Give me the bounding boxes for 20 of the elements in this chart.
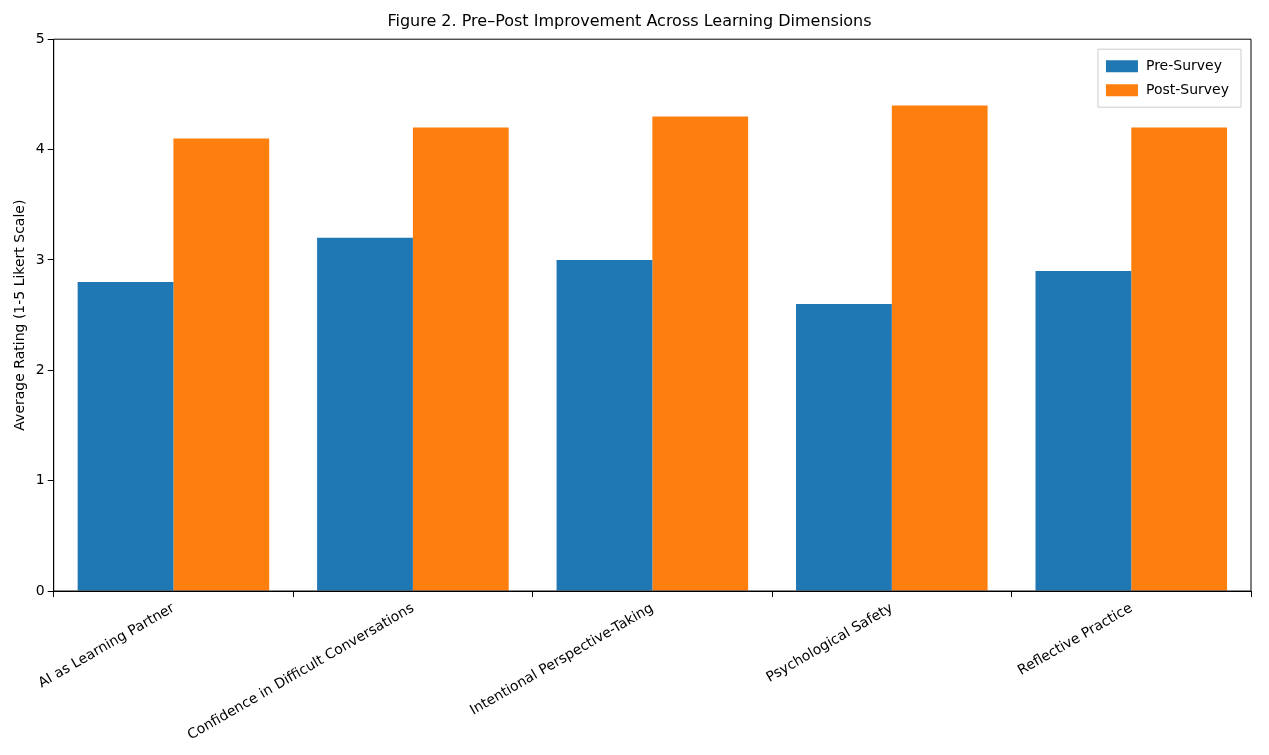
bar	[173, 138, 270, 591]
legend-label: Post-Survey	[1145, 80, 1229, 97]
bar	[891, 105, 988, 591]
y-axis-title: Average Rating (1-5 Likert Scale)	[11, 199, 28, 431]
bar	[796, 304, 892, 591]
y-tick-label: 3	[35, 250, 45, 267]
bar	[556, 259, 653, 591]
legend-label: Pre-Survey	[1145, 56, 1222, 73]
chart-title: Figure 2. Pre–Post Improvement Across Learning Dimensions	[387, 10, 872, 30]
bar	[412, 127, 509, 591]
bar	[317, 237, 413, 591]
y-tick-label: 0	[35, 581, 45, 598]
y-tick-label: 1	[35, 471, 45, 488]
y-tick-label: 5	[35, 29, 45, 46]
bar	[77, 282, 174, 591]
bar	[1035, 270, 1132, 591]
bar	[652, 116, 749, 591]
y-tick-label: 4	[35, 140, 45, 157]
bar	[1131, 127, 1228, 591]
y-tick-label: 2	[35, 360, 45, 377]
